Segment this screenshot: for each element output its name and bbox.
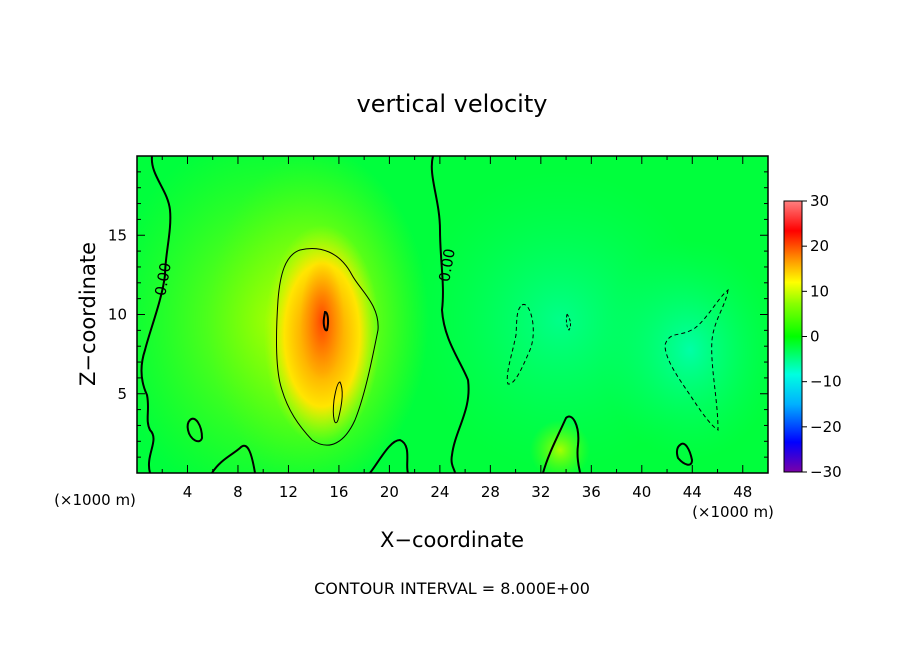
colorbar-tick-label: −30 (810, 463, 842, 481)
x-tick-label: 44 (683, 483, 702, 501)
velocity-field (137, 156, 768, 473)
negative-contour-3 (664, 288, 729, 431)
y-axis-label: Z−coordinate (76, 242, 100, 386)
x-unit-right: (×1000 m) (692, 503, 774, 521)
contour-interval-note: CONTOUR INTERVAL = 8.000E+00 (314, 579, 590, 598)
x-tick-label: 36 (582, 483, 601, 501)
contour-label-center: 0.00 (435, 247, 459, 283)
colorbar-ticks: 30 20 10 0 −10 −20 −30 (802, 192, 842, 481)
x-tick-label: 24 (430, 483, 449, 501)
colorbar-tick-label: −20 (810, 418, 842, 436)
updraft-core (300, 260, 344, 380)
colorbar-tick-label: 20 (810, 237, 829, 255)
colorbar (783, 200, 803, 473)
x-tick-label: 48 (733, 483, 752, 501)
x-tick-label: 8 (233, 483, 243, 501)
x-axis-label: X−coordinate (380, 528, 524, 552)
y-tick-label: 5 (117, 385, 127, 403)
x-tick-label: 40 (632, 483, 651, 501)
colorbar-tick-label: 0 (810, 328, 820, 346)
colorbar-tick-label: 10 (810, 282, 829, 300)
x-tick-label: 4 (183, 483, 193, 501)
x-unit-left: (×1000 m) (54, 491, 136, 509)
chart-title: vertical velocity (357, 90, 548, 118)
zero-contour-center (430, 156, 470, 473)
zero-contour-bottom-east (542, 415, 581, 473)
negative-contour-2 (565, 312, 571, 331)
contour-label-west: 0.00 (151, 261, 175, 297)
x-tick-label: 28 (481, 483, 500, 501)
eight-contour-inner (332, 381, 343, 424)
sixteen-contour-core (322, 310, 330, 332)
contour-lines (140, 156, 729, 473)
x-tick-label: 32 (531, 483, 550, 501)
x-tick-label: 16 (329, 483, 348, 501)
zero-contour-bottom-west (211, 445, 256, 473)
y-tick-label: 10 (108, 306, 127, 324)
zero-contour-loop-2 (675, 442, 694, 466)
colorbar-tick-label: −10 (810, 373, 842, 391)
x-axis-ticks: 4 8 12 16 20 24 28 32 36 40 44 48 (161, 156, 752, 501)
y-axis-ticks: 5 10 15 (108, 171, 768, 458)
zero-contour-west (140, 156, 172, 473)
x-tick-label: 12 (279, 483, 298, 501)
negative-contour-1 (506, 304, 534, 385)
colorbar-tick-label: 30 (810, 192, 829, 210)
east-negative-region-2 (600, 240, 768, 460)
zero-contour-bottom-mid (369, 438, 409, 473)
eight-contour-updraft (276, 247, 379, 446)
zero-contour-loop-1 (186, 417, 204, 443)
x-tick-label: 20 (380, 483, 399, 501)
yellow-patch-bottom (530, 420, 590, 473)
y-tick-label: 15 (108, 226, 127, 244)
